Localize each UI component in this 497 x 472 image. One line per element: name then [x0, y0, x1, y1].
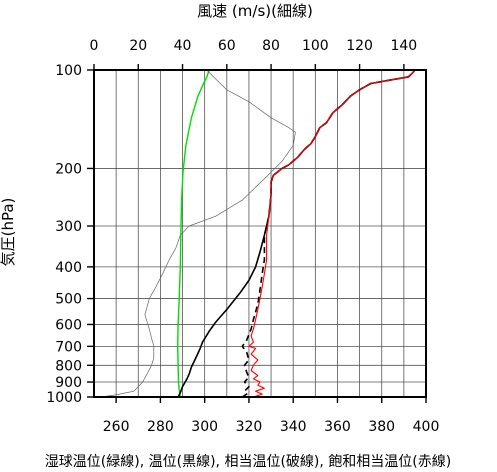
y-tick-label: 1000 [46, 390, 82, 406]
x-bottom-tick-label: 380 [368, 419, 395, 435]
x-top-tick-label: 0 [90, 38, 99, 54]
series-line-potential_temp [177, 69, 416, 398]
x-bottom-tick-label: 400 [413, 419, 440, 435]
plot-frame [93, 69, 427, 398]
x-bottom-tick-label: 300 [191, 419, 218, 435]
x-bottom-tick-label: 340 [280, 419, 307, 435]
x-top-tick-label: 40 [174, 38, 192, 54]
series-line-sat_equiv_potential_temp [248, 69, 416, 398]
x-top-tick-label: 140 [390, 38, 417, 54]
x-top-tick-label: 80 [262, 38, 280, 54]
y-tick-label: 900 [55, 375, 82, 391]
y-tick-label: 600 [55, 317, 82, 333]
series-line-equiv_potential_temp [241, 69, 416, 398]
y-tick-label: 300 [55, 219, 82, 235]
x-top-tick-label: 100 [302, 38, 329, 54]
y-tick-label: 400 [55, 260, 82, 276]
top-axis-title: 風速 (m/s)(細線) [197, 2, 313, 20]
grid-lines [94, 69, 426, 398]
y-tick-label: 800 [55, 358, 82, 374]
x-bottom-tick-label: 280 [147, 419, 174, 435]
series-line-wet_bulb [177, 69, 210, 398]
series-line-wind_speed [100, 69, 296, 398]
x-bottom-tick-label: 360 [324, 419, 351, 435]
y-axis-label: 気圧(hPa) [0, 198, 17, 267]
y-tick-label: 500 [55, 292, 82, 308]
x-bottom-tick-label: 260 [103, 419, 130, 435]
x-axis-label: 湿球温位(緑線), 温位(黒線), 相当温位(破線), 飽和相当温位(赤線) [45, 453, 451, 470]
x-top-tick-label: 120 [346, 38, 373, 54]
x-top-tick-label: 20 [129, 38, 147, 54]
x-bottom-tick-label: 320 [236, 419, 263, 435]
y-tick-label: 700 [55, 339, 82, 355]
data-series [100, 69, 416, 398]
y-tick-label: 200 [55, 161, 82, 177]
y-tick-label: 100 [55, 63, 82, 79]
x-top-tick-label: 60 [218, 38, 236, 54]
